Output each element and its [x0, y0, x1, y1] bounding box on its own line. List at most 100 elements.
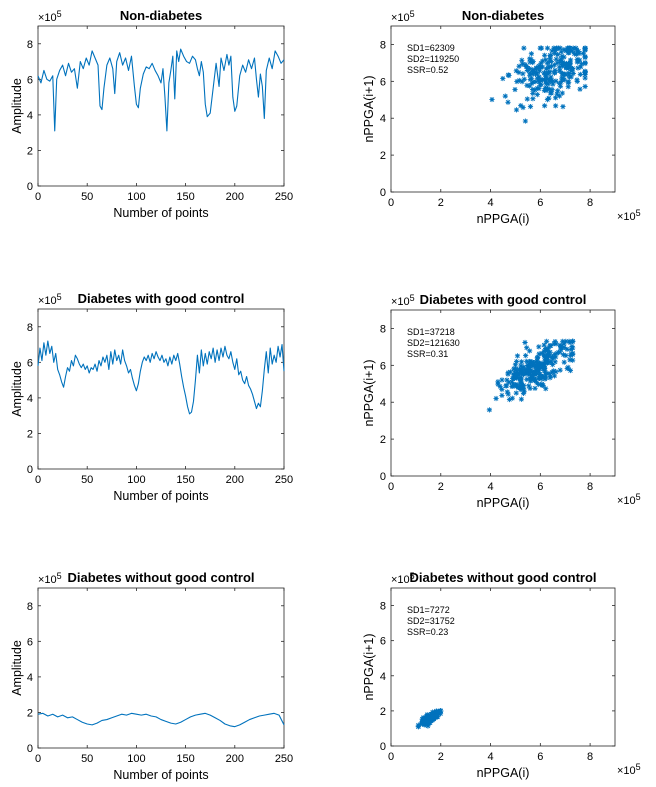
scatter-point	[551, 62, 558, 68]
scatter-point	[504, 389, 510, 395]
scatter-point	[427, 716, 434, 723]
x-tick-label: 100	[127, 191, 145, 203]
scatter-point	[522, 62, 528, 68]
scatter-point	[526, 383, 532, 389]
y-tick-label: 4	[27, 110, 33, 122]
x-tick-label: 0	[388, 481, 394, 493]
scatter-point	[513, 390, 519, 396]
scatter-point	[582, 72, 588, 78]
scatter-point	[570, 338, 576, 344]
y-exponent-label: ×105	[38, 9, 62, 24]
y-tick-label: 6	[27, 636, 33, 648]
scatter-point	[546, 86, 552, 92]
scatter-point	[527, 362, 534, 368]
scatter-point	[524, 82, 530, 88]
scatter-point	[519, 386, 525, 392]
y-tick-label: 6	[380, 76, 386, 88]
scatter-point	[560, 338, 566, 344]
scatter-point	[562, 71, 568, 77]
scatter-point	[506, 72, 512, 79]
x-tick-label: 6	[537, 751, 543, 763]
y-tick-label: 4	[380, 671, 386, 683]
scatter-point	[538, 81, 544, 88]
scatter-point	[520, 104, 526, 111]
scatter-point	[536, 68, 543, 74]
scatter-point	[527, 348, 533, 354]
scatter-point	[566, 50, 572, 56]
scatter-point	[513, 372, 519, 379]
scatter-point	[557, 349, 563, 355]
scatter-point	[582, 54, 588, 61]
scatter-point	[547, 68, 553, 75]
scatter-point	[538, 364, 544, 370]
y-tick-label: 2	[27, 707, 33, 719]
scatter-point	[582, 75, 588, 81]
scatter-point	[569, 343, 575, 350]
y-exponent-label: ×105	[391, 571, 415, 586]
scatter-point	[569, 48, 575, 54]
scatter-point	[527, 70, 533, 76]
y-axis-label: Amplitude	[10, 78, 24, 134]
poincare-annotation: SD2=31752	[407, 616, 455, 626]
scatter-point	[550, 354, 556, 360]
scatter-point	[552, 359, 558, 365]
scatter-point	[561, 46, 567, 53]
scatter-point	[518, 384, 525, 390]
scatter-point	[522, 118, 528, 124]
scatter-point	[550, 362, 556, 368]
scatter-point	[553, 56, 559, 62]
poincare-annotation: SSR=0.52	[407, 65, 448, 75]
scatter-point	[564, 346, 570, 352]
x-tick-label: 0	[35, 191, 41, 203]
scatter-point	[513, 367, 519, 373]
scatter-point	[577, 57, 583, 63]
scatter-point	[511, 382, 517, 388]
scatter-point	[538, 376, 544, 382]
scatter-point	[420, 718, 426, 724]
panel-1: 0 50 100 150 200 250 0 2 4 6 8 ×105 Non-diabetes Numb…	[10, 8, 293, 220]
scatter-point	[523, 353, 529, 359]
scatter-point	[542, 369, 549, 376]
scatter-point	[540, 58, 546, 64]
scatter-point	[528, 56, 534, 63]
scatter-point	[430, 709, 436, 715]
scatter-point	[530, 96, 536, 102]
scatter-point	[548, 74, 554, 80]
scatter-point	[500, 75, 506, 82]
scatter-point	[515, 384, 522, 391]
scatter-point	[527, 385, 533, 391]
scatter-point	[423, 718, 429, 724]
scatter-point	[527, 56, 533, 62]
scatter-point	[537, 45, 543, 51]
scatter-point	[570, 357, 576, 363]
scatter-point	[549, 355, 555, 361]
scatter-point	[558, 344, 564, 350]
scatter-point	[565, 84, 571, 90]
scatter-point	[561, 341, 567, 347]
scatter-point	[505, 99, 511, 105]
y-exponent-label: ×105	[391, 9, 415, 24]
scatter-point	[536, 370, 542, 376]
scatter-point	[577, 86, 583, 92]
y-axis-label: nPPGA(i+1)	[362, 359, 376, 426]
scatter-point	[521, 76, 527, 82]
x-axis-label: Number of points	[113, 206, 208, 220]
scatter-point	[547, 64, 553, 70]
x-tick-label: 50	[81, 191, 93, 203]
scatter-point	[567, 352, 574, 358]
scatter-point	[576, 50, 582, 57]
scatter-point	[568, 351, 574, 357]
poincare-annotation: SD2=121630	[407, 338, 460, 348]
poincare-annotation: SSR=0.23	[407, 627, 448, 637]
scatter-point	[563, 48, 569, 54]
scatter-point	[537, 77, 543, 83]
poincare-annotation: SD2=119250	[407, 54, 459, 64]
scatter-point	[507, 369, 514, 375]
scatter-point	[551, 70, 558, 76]
scatter-point	[543, 66, 549, 72]
scatter-point	[549, 87, 555, 93]
scatter-point	[571, 51, 577, 57]
scatter-point	[513, 68, 519, 74]
scatter-point	[420, 716, 427, 722]
axes-box	[37, 25, 285, 187]
